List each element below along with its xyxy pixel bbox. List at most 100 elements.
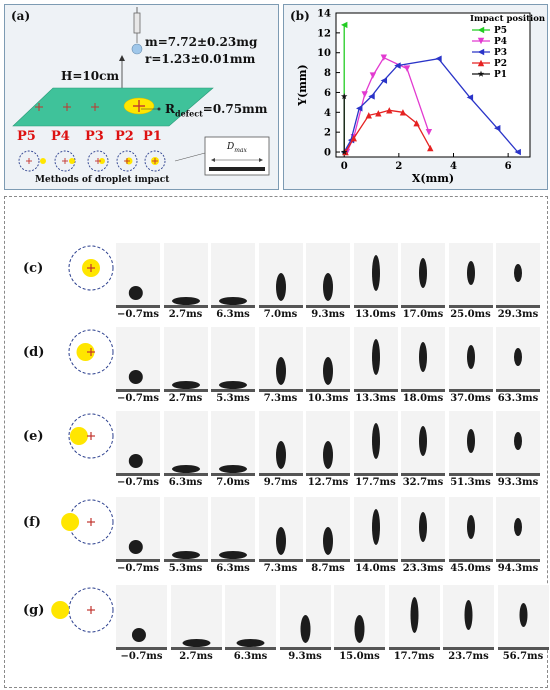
droplet-silhouette	[171, 551, 200, 559]
frame-image	[279, 585, 331, 650]
frame-image	[116, 243, 160, 308]
droplet-shape	[519, 603, 527, 627]
droplet-shape	[275, 273, 286, 301]
legend-title: Impact position	[470, 14, 545, 24]
droplet-shape	[219, 551, 247, 559]
height-text: H=10cm	[61, 69, 120, 83]
data-point-p2	[399, 109, 407, 116]
frame-image	[211, 327, 255, 392]
droplet-shape	[219, 381, 247, 389]
y-tick-label: 2	[324, 128, 331, 139]
frame-image	[163, 411, 208, 476]
impact-position-schematic	[68, 413, 114, 459]
droplet-shape	[419, 426, 427, 456]
frame-image	[211, 243, 255, 308]
droplet-silhouette	[219, 381, 247, 389]
frame-image	[401, 327, 445, 392]
frame-image	[163, 497, 208, 562]
y-tick-label: 10	[317, 48, 331, 59]
droplet-silhouette	[519, 603, 527, 627]
droplet-silhouette	[514, 264, 522, 282]
droplet-shape	[514, 348, 522, 366]
droplet-shape	[464, 600, 473, 630]
droplet-shape	[323, 357, 333, 385]
droplet-silhouette	[371, 339, 380, 375]
frame-strip: −0.7ms 6.3ms 7.0ms 9.7ms 12.7ms 17.7ms 32.7ms 5…	[116, 411, 546, 491]
defect-boundary-circle	[68, 413, 114, 459]
panel-a: (a)	[4, 4, 279, 190]
frame-time-label: 12.7ms	[307, 477, 349, 488]
frame-time-label: 63.3ms	[497, 393, 539, 404]
frame-time-label: 7.3ms	[263, 563, 298, 574]
droplet-shape	[354, 615, 365, 643]
frame-image	[353, 327, 398, 392]
frame-strip: −0.7ms 5.3ms 6.3ms 7.3ms 8.7ms 14.0ms 23.3ms 45…	[116, 497, 546, 577]
frame-time-label: 23.3ms	[402, 563, 444, 574]
data-point-p3	[368, 93, 375, 100]
droplet-silhouette	[128, 286, 143, 300]
frame-time-label: −0.7ms	[117, 393, 159, 404]
panel-b: (b) 0 2 4 6 0 2 4 6 8 10 12 14 X(mm) Y(mm) Impact posi…	[283, 4, 548, 190]
series-line-p3	[343, 57, 519, 153]
impact-methods-row	[18, 150, 166, 172]
r-defect-text: Rdefect=0.75mm	[165, 102, 267, 118]
droplet-shape	[171, 551, 200, 559]
data-point-p1	[341, 93, 348, 100]
frame-image	[163, 327, 208, 392]
droplet-silhouette	[131, 628, 146, 642]
droplet-shape	[371, 423, 380, 459]
droplet-shape	[128, 454, 143, 468]
frame-time-label: 2.7ms	[168, 309, 203, 320]
frame-time-label: 8.7ms	[311, 563, 345, 574]
data-point-p2	[413, 120, 420, 127]
legend-label-p5: P5	[494, 26, 507, 36]
frame-time-label: −0.7ms	[117, 563, 159, 574]
impact-setup-diagram	[12, 7, 270, 176]
defect-boundary-circle	[68, 499, 114, 545]
frame-image	[401, 497, 445, 562]
data-point-p3	[380, 77, 388, 84]
x-tick-label: 0	[341, 161, 348, 172]
frame-image	[497, 585, 549, 650]
frame-strip: −0.7ms 2.7ms 6.3ms 9.3ms 15.0ms 17.7ms 23.7ms 5…	[116, 585, 549, 665]
droplet-silhouette	[171, 297, 200, 305]
droplet-shape	[219, 297, 247, 305]
dmax-label-sub: max	[234, 146, 247, 154]
row-label: (g)	[23, 603, 45, 618]
droplet-silhouette	[275, 273, 286, 301]
droplet-shape	[466, 345, 475, 369]
droplet-silhouette	[128, 540, 143, 554]
droplet-silhouette	[128, 454, 143, 468]
position-p4: P4	[51, 129, 70, 144]
series-line-p2	[345, 109, 431, 153]
defect-marks	[35, 103, 99, 111]
droplet-silhouette	[419, 258, 427, 288]
frame-image	[496, 497, 540, 562]
frame-time-label: 56.7ms	[502, 651, 544, 662]
data-point-p2	[386, 107, 393, 114]
droplet-silhouette	[466, 515, 475, 539]
droplet-shape	[514, 264, 522, 282]
frame-time-label: 2.7ms	[179, 651, 213, 662]
droplet-silhouette	[466, 261, 475, 285]
frame-time-label: 9.3ms	[288, 651, 322, 662]
row-label: (c)	[23, 261, 44, 276]
y-tick-label: 4	[324, 108, 331, 119]
droplet-silhouette	[419, 342, 427, 372]
droplet-shape	[466, 261, 475, 285]
y-tick-label: 8	[324, 68, 331, 79]
data-point-p4	[361, 91, 368, 98]
impact-row: (e) −0.7ms 6.3ms 7.0ms 9.7ms 12.7ms 17.7ms 32.7…	[5, 411, 545, 491]
frame-image	[306, 327, 350, 392]
dmax-label-main: D	[227, 142, 235, 152]
droplet-shape	[236, 639, 265, 647]
frame-image	[443, 585, 494, 650]
frame-time-label: 25.0ms	[450, 309, 491, 320]
droplet-silhouette	[300, 615, 310, 643]
droplet-silhouette	[466, 429, 475, 453]
frame-image	[353, 411, 398, 476]
data-point-p5	[340, 21, 348, 29]
impact-sequence-panel: (c) −0.7ms 2.7ms 6.3ms 7.0ms 9.3ms 13.0ms 17.0m…	[4, 196, 549, 688]
data-point-p4	[380, 54, 388, 61]
frame-image	[353, 497, 398, 562]
